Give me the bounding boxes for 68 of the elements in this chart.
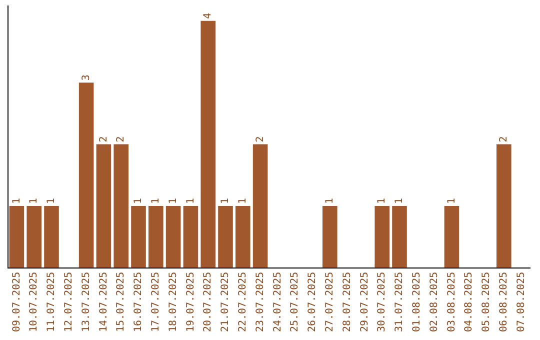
x-tick-label: 06.08.2025 [498, 272, 510, 332]
data-label: 1 [150, 198, 162, 204]
x-tick-label: 20.07.2025 [202, 272, 214, 332]
x-tick-label: 25.07.2025 [290, 272, 301, 332]
bar [236, 206, 250, 268]
bar [218, 206, 233, 268]
x-tick-label: 09.07.2025 [11, 272, 22, 332]
x-tick-label: 18.07.2025 [168, 272, 179, 332]
x-tick-label: 21.07.2025 [220, 272, 232, 332]
x-tick-label: 01.08.2025 [411, 272, 422, 332]
x-tick-label: 31.07.2025 [394, 272, 406, 332]
x-tick-label: 11.07.2025 [46, 272, 58, 332]
bar [392, 206, 407, 268]
x-tick-label: 15.07.2025 [116, 272, 127, 332]
bar [322, 206, 338, 268]
bar [131, 206, 146, 268]
x-tick-label: 16.07.2025 [133, 272, 144, 332]
x-tick-label: 13.07.2025 [80, 272, 92, 332]
data-label: 1 [185, 198, 196, 204]
bar [252, 144, 268, 268]
x-tick-label: 10.07.2025 [28, 272, 40, 332]
bar [444, 206, 460, 268]
data-label: 2 [98, 136, 110, 142]
data-label: 1 [28, 198, 40, 204]
data-label: 3 [80, 74, 92, 81]
data-label: 1 [446, 198, 458, 204]
bar [200, 20, 216, 268]
data-label: 1 [394, 198, 406, 204]
data-label: 2 [498, 136, 510, 142]
x-tick-label: 24.07.2025 [272, 272, 284, 332]
x-tick-label: 04.08.2025 [464, 272, 475, 332]
data-label: 4 [202, 12, 214, 19]
data-label: 1 [324, 198, 336, 204]
bar [114, 144, 128, 268]
x-tick-label: 03.08.2025 [446, 272, 458, 332]
x-tick-label: 29.07.2025 [359, 272, 370, 332]
data-label: 1 [220, 198, 232, 204]
bar [496, 144, 512, 268]
bar [148, 206, 164, 268]
bar [44, 206, 59, 268]
x-tick-label: 14.07.2025 [98, 272, 110, 332]
data-label: 1 [376, 198, 388, 204]
x-tick-label: 23.07.2025 [254, 272, 266, 332]
x-tick-label: 17.07.2025 [150, 272, 162, 332]
bar [9, 206, 24, 268]
data-label: 1 [237, 198, 248, 204]
data-label: 1 [168, 198, 179, 204]
x-tick-label: 22.07.2025 [237, 272, 248, 332]
bar [166, 206, 181, 268]
bar [96, 144, 112, 268]
x-tick-label: 26.07.2025 [307, 272, 318, 332]
data-label: 2 [254, 136, 266, 142]
x-tick-label: 28.07.2025 [342, 272, 353, 332]
x-tick-label: 19.07.2025 [185, 272, 196, 332]
x-tick-label: 27.07.2025 [324, 272, 336, 332]
bar [78, 82, 94, 268]
data-label: 2 [116, 136, 127, 142]
x-tick-label: 30.07.2025 [376, 272, 388, 332]
x-tick-label: 02.08.2025 [428, 272, 440, 332]
bar [183, 206, 198, 268]
data-label: 1 [133, 198, 144, 204]
x-tick-label: 07.08.2025 [516, 272, 527, 332]
bar [26, 206, 42, 268]
x-tick-label: 12.07.2025 [63, 272, 74, 332]
bar [374, 206, 390, 268]
x-tick-label: 05.08.2025 [481, 272, 492, 332]
data-label: 1 [46, 198, 58, 204]
data-label: 1 [11, 198, 22, 204]
